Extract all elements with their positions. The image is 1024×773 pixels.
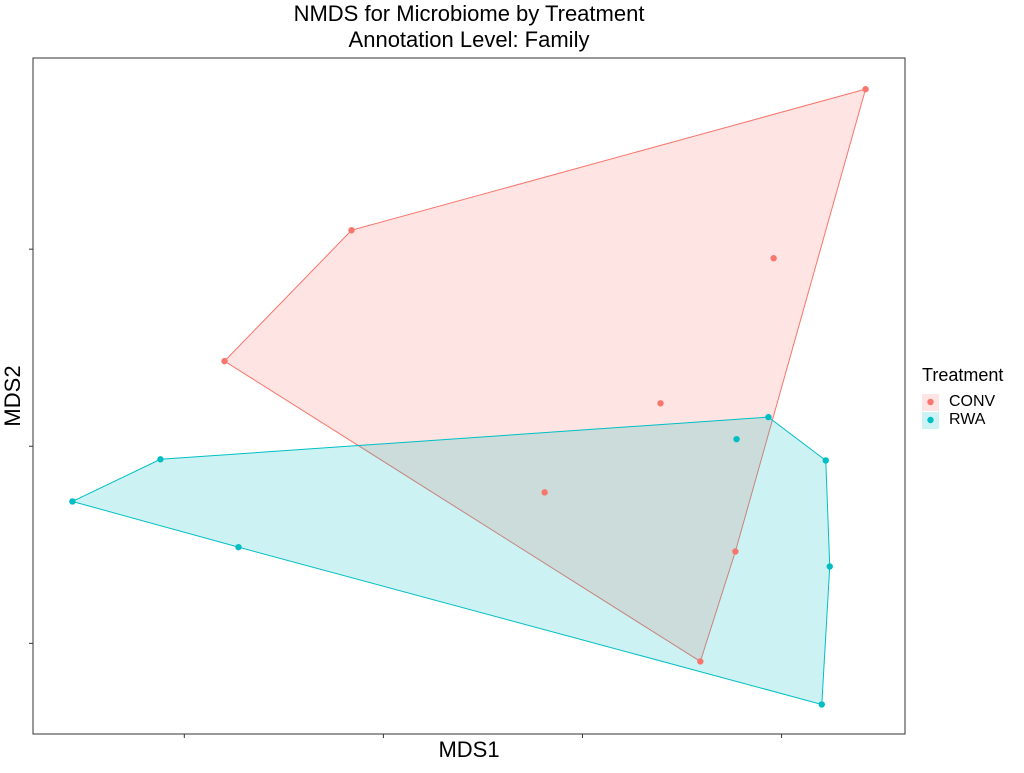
plot-border (32, 57, 906, 735)
point (157, 456, 164, 463)
point (862, 85, 869, 93)
point (348, 227, 355, 234)
point (826, 563, 833, 570)
x-axis-label: MDS1 (438, 737, 499, 762)
point (541, 489, 548, 496)
point (733, 435, 740, 443)
point (770, 255, 777, 262)
point (69, 498, 76, 505)
point (818, 701, 825, 708)
chart-subtitle: Annotation Level: Family (349, 27, 590, 52)
point (765, 413, 772, 421)
legend-marker (927, 416, 934, 424)
point (221, 357, 228, 365)
point (657, 400, 664, 407)
legend-label: RWA (949, 411, 986, 428)
hull (223, 88, 867, 663)
chart-title: NMDS for Microbiome by Treatment (294, 1, 645, 26)
hull (70, 416, 831, 706)
legend-marker (927, 398, 934, 406)
legend-label: CONV (949, 393, 996, 410)
point (732, 548, 739, 555)
point (235, 543, 242, 551)
legend-title: Treatment (922, 365, 1003, 385)
y-axis-label: MDS2 (0, 365, 25, 426)
point (697, 658, 704, 665)
point (822, 457, 829, 464)
